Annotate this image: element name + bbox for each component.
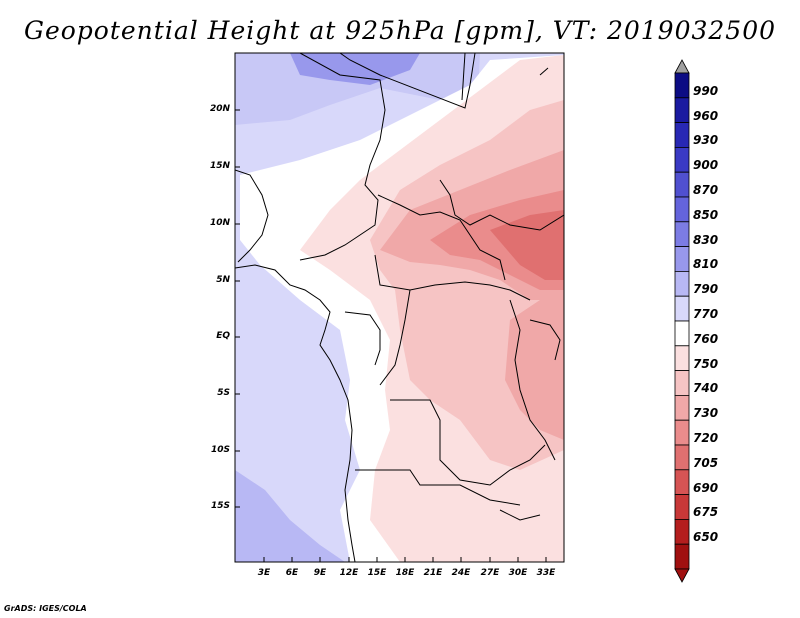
field-north-band: [235, 53, 480, 125]
coast-red-sea: [539, 67, 549, 76]
lon-label-15e: 15E: [367, 568, 387, 578]
tick-marks: [235, 109, 547, 562]
colorbar-label: 870: [693, 183, 719, 197]
grads-credit: GrADS: IGES/COLA: [4, 604, 87, 613]
height-field: [235, 53, 564, 562]
rift-lakes: [509, 299, 556, 461]
border-egypt: [461, 53, 466, 101]
map-frame: [234, 52, 565, 563]
colorbar-label: 900: [693, 158, 719, 173]
colorbar-label: 770: [693, 307, 719, 321]
border-libya: [339, 53, 476, 109]
colorbar-label: 810: [693, 257, 719, 272]
colorbar-label: 705: [693, 455, 719, 470]
field-north-low: [290, 53, 420, 85]
lat-label-15s: 15S: [210, 501, 230, 511]
colorbar-label: 990: [693, 83, 719, 98]
colorbar-swatch: [674, 394, 690, 421]
colorbar-swatch: [674, 494, 690, 520]
field-red-705: [490, 210, 564, 280]
colorbar-swatch: [674, 72, 690, 99]
lat-label-15n: 15N: [209, 161, 230, 171]
lat-label-5n: 5N: [216, 275, 230, 285]
colorbar-swatch: [674, 97, 690, 124]
colorbar-label: 960: [693, 108, 719, 123]
colorbar-swatch: [674, 469, 690, 495]
lat-label-10s: 10S: [210, 445, 230, 455]
colorbar-label: 650: [693, 530, 719, 545]
border-gabon: [344, 311, 381, 366]
colorbar-label: 690: [693, 480, 719, 495]
colorbar-label: 830: [693, 232, 719, 247]
lake-malawi: [499, 509, 541, 521]
colorbar-top-arrow: [674, 59, 690, 74]
lake-victoria: [529, 319, 561, 361]
colorbar: [674, 59, 690, 583]
colorbar-swatch: [674, 146, 690, 173]
colorbar-label: 730: [693, 406, 719, 421]
colorbar-label: 750: [693, 356, 719, 371]
colorbar-swatch: [674, 345, 690, 371]
border-niger: [299, 53, 386, 261]
colorbar-swatch: [674, 295, 690, 322]
lon-label-6e: 6E: [285, 568, 299, 578]
coastlines: [235, 53, 564, 562]
lon-label-18e: 18E: [395, 568, 415, 578]
colorbar-swatch: [674, 270, 690, 297]
colorbar-bottom-arrow: [674, 568, 690, 583]
colorbar-swatch: [674, 171, 690, 198]
colorbar-swatch: [674, 444, 690, 471]
colorbar-swatch: [674, 419, 690, 446]
coast-north: [235, 169, 269, 263]
colorbar-label: 930: [693, 133, 719, 148]
colorbar-swatch: [674, 370, 690, 396]
colorbar-label: 850: [693, 207, 719, 222]
colorbar-swatch: [674, 543, 690, 570]
lon-label-21e: 21E: [423, 568, 443, 578]
border-namibia: [355, 469, 521, 506]
colorbar-label: 790: [693, 282, 719, 297]
west-coastline: [235, 264, 356, 562]
colorbar-label: 740: [693, 381, 719, 396]
colorbar-swatch: [674, 320, 690, 347]
lat-label-20n: 20N: [209, 104, 230, 114]
lon-label-9e: 9E: [313, 568, 327, 578]
lon-label-30e: 30E: [508, 568, 528, 578]
border-angola-zambia: [390, 399, 546, 486]
colorbar-swatch: [674, 196, 690, 223]
lon-label-12e: 12E: [339, 568, 359, 578]
colorbar-label: 720: [693, 431, 719, 445]
border-car-drc: [374, 254, 531, 301]
border-chad-car: [377, 194, 506, 281]
lat-label-10n: 10N: [209, 218, 230, 228]
colorbar-swatch: [674, 519, 690, 545]
lon-label-33e: 33E: [536, 568, 556, 578]
colorbar-label: 675: [693, 505, 719, 520]
border-sudan: [439, 179, 564, 231]
field-southwest: [235, 470, 345, 562]
colorbar-swatch: [674, 221, 690, 248]
lat-label-eq: EQ: [216, 331, 230, 341]
lon-label-27e: 27E: [480, 568, 500, 578]
map-title: Geopotential Height at 925hPa [gpm], VT:…: [23, 16, 777, 45]
colorbar-label: 760: [693, 331, 719, 346]
border-congo: [379, 289, 411, 386]
lat-label-5s: 5S: [217, 388, 230, 398]
lon-label-3e: 3E: [257, 568, 271, 578]
colorbar-swatch: [674, 246, 690, 272]
lon-label-24e: 24E: [451, 568, 471, 578]
field-east-730: [505, 300, 564, 440]
colorbar-swatch: [674, 122, 690, 148]
